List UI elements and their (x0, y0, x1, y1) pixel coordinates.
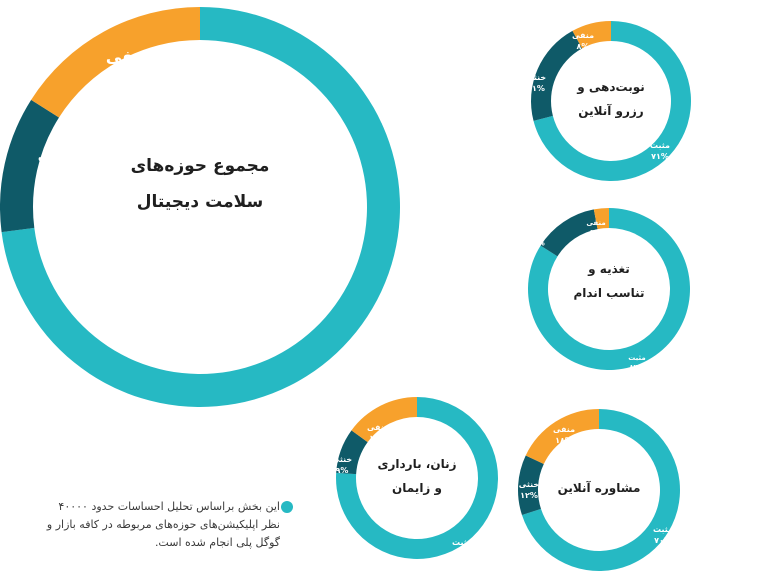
methodology-note: این بخش براساس تحلیل احساسات حدود ۴۰۰۰۰ … (46, 500, 280, 549)
segment-label-positive: مثبت (650, 141, 670, 150)
segment-label-neutral: خنثی (332, 455, 353, 464)
chart-center-title: نوبت‌دهی و (576, 80, 645, 95)
segment-label-negative: منفی (367, 423, 389, 432)
segment-label-neutral: خنثی (526, 73, 547, 82)
donut-segment-neutral (531, 30, 583, 121)
donut-chart-4: مشاوره آنلاین مثبت ۷۰% خنثی ۱۲% منفی ۱۸% (518, 409, 680, 571)
segment-value-negative: ۱۸% (555, 436, 573, 445)
segment-value-positive: ۷۶% (453, 549, 471, 558)
segment-value-neutral: ۱۳% (529, 239, 545, 247)
donut-segment-neutral (0, 99, 59, 233)
segment-label-neutral: خنثی (528, 230, 546, 238)
segment-value-neutral: ۹% (336, 466, 349, 475)
donut-segment-negative (593, 208, 609, 230)
segment-label-neutral: خنثی (519, 480, 540, 489)
donut-segment-neutral (540, 209, 598, 257)
segment-label-negative: منفی (553, 425, 575, 434)
chart-center-title: تغذیه و (587, 262, 630, 277)
segment-value-positive: ۷۰% (654, 536, 672, 545)
note-bullet (281, 501, 293, 513)
donut-segment-negative (31, 7, 200, 118)
donut-segment-neutral (518, 455, 544, 516)
segment-label-negative: منفی (106, 47, 150, 66)
donut-chart-0: مجموع حوزه‌های سلامت دیجیتال مثبت ۷۳% خنثی ۱۱… (0, 7, 401, 407)
segment-label-negative: منفی (586, 219, 605, 227)
segment-value-neutral: ۲۱% (527, 84, 545, 93)
chart-center-title: مجموع حوزه‌های (131, 156, 270, 176)
segment-value-neutral: ۱۱% (40, 167, 76, 186)
donut-chart-1: نوبت‌دهی و رزرو آنلاین مثبت ۷۱% خنثی ۲۱% منفی ۸… (526, 21, 692, 182)
segment-label-negative: منفی (572, 31, 594, 40)
chart-center-title: تناسب اندام (573, 286, 644, 301)
segment-label-positive: مثبت (628, 354, 645, 362)
segment-label-positive: مثبت (452, 538, 472, 547)
segment-value-negative: ۸% (577, 42, 590, 51)
donut-segment-negative (525, 409, 599, 465)
segment-value-neutral: ۱۲% (520, 491, 538, 500)
segment-value-negative: ۱۶% (110, 69, 146, 88)
segment-label-positive: مثبت (653, 525, 673, 534)
segment-value-positive: ۷۱% (651, 152, 669, 161)
donut-chart-3: زنان، بارداری و زایمان مثبت ۷۶% خنثی ۹% منفی ۱۵… (332, 397, 498, 559)
donut-segment-negative (351, 397, 417, 443)
chart-center-title: مشاوره آنلاین (558, 480, 641, 496)
segment-value-positive: ۷۳% (287, 275, 323, 294)
segment-label-neutral: خنثی (38, 145, 79, 164)
segment-value-negative: ۳% (590, 228, 601, 236)
chart-center-title: زنان، بارداری (378, 457, 457, 471)
segment-value-positive: ۸۴% (629, 363, 645, 371)
donut-segment-neutral (336, 430, 368, 475)
donut-segment-negative (572, 21, 611, 49)
chart-center-title: سلامت دیجیتال (137, 192, 263, 212)
segment-value-negative: ۱۵% (369, 434, 387, 443)
chart-center-title: رزرو آنلاین (578, 103, 643, 119)
segment-label-positive: مثبت (285, 253, 325, 272)
chart-center-title: و زایمان (392, 481, 442, 496)
